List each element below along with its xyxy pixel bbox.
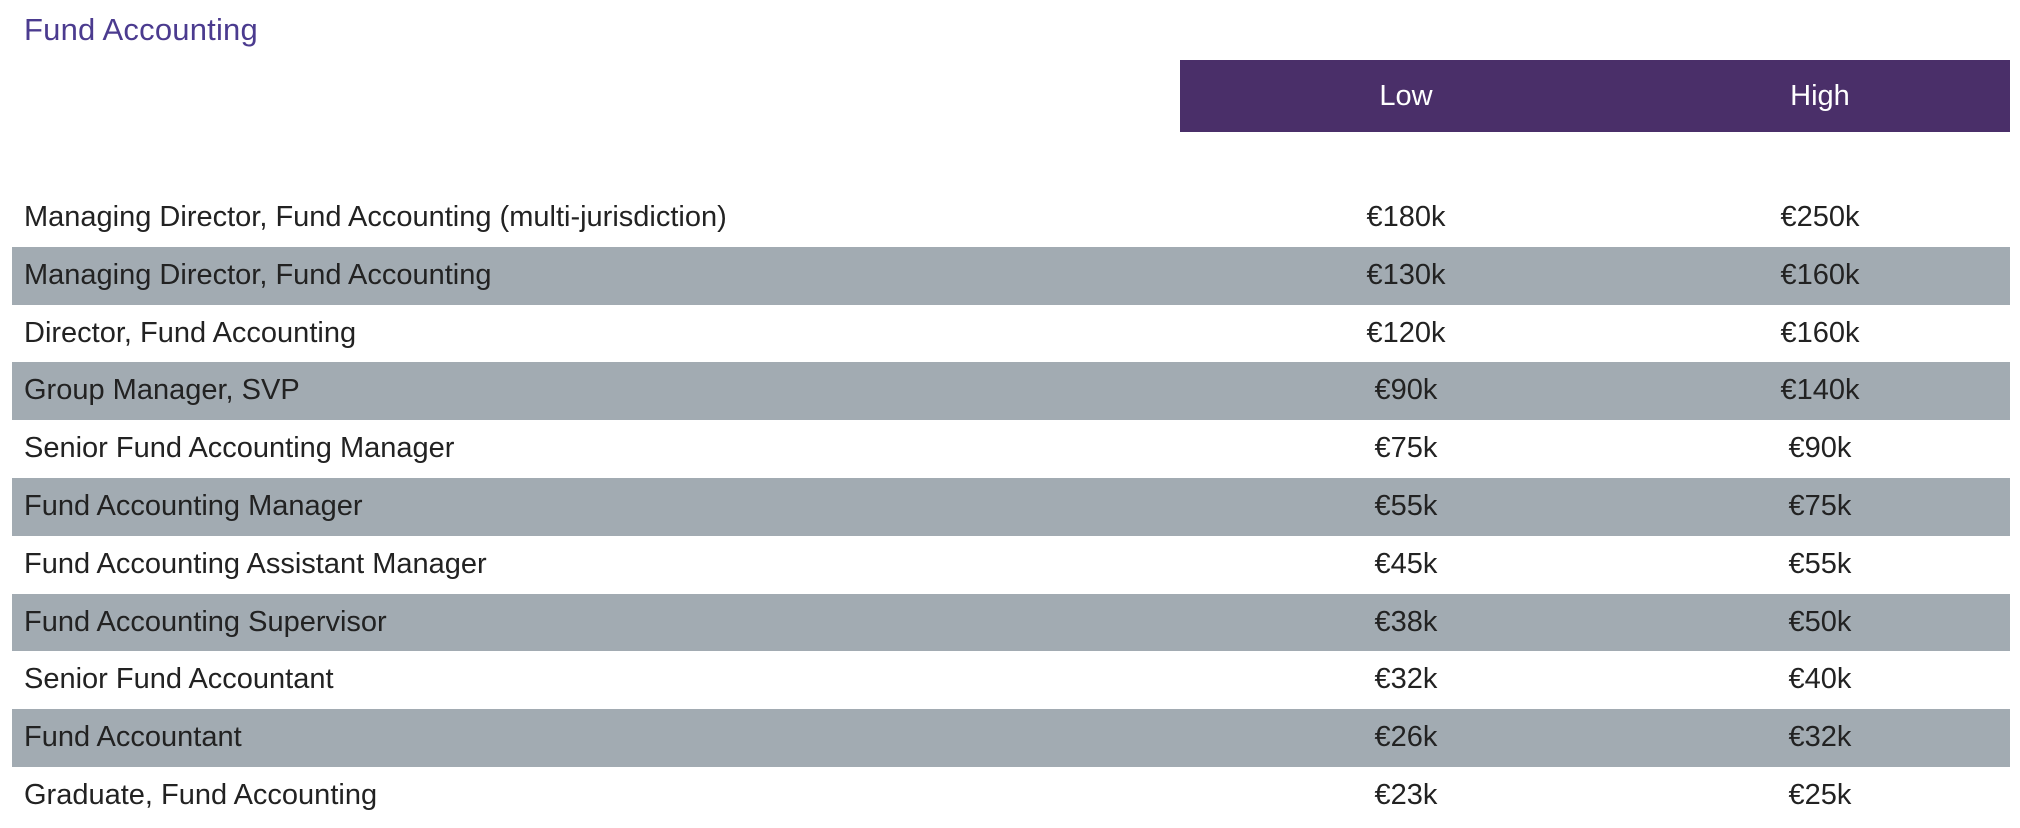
- table-row: Managing Director, Fund Accounting €130k…: [12, 246, 2010, 305]
- column-header-low: Low: [1379, 80, 1433, 112]
- low-cell: €32k: [1374, 663, 1438, 696]
- role-cell: Director, Fund Accounting: [24, 316, 357, 349]
- low-cell: €75k: [1374, 432, 1438, 465]
- role-cell: Senior Fund Accountant: [24, 663, 334, 696]
- role-cell: Senior Fund Accounting Manager: [24, 432, 455, 465]
- high-cell: €25k: [1788, 778, 1852, 811]
- high-cell: €75k: [1788, 489, 1852, 522]
- role-cell: Managing Director, Fund Accounting (mult…: [24, 201, 727, 233]
- low-cell: €120k: [1366, 316, 1446, 349]
- high-cell: €90k: [1788, 432, 1852, 465]
- role-cell: Graduate, Fund Accounting: [24, 778, 378, 811]
- table-row: Managing Director, Fund Accounting (mult…: [12, 189, 2010, 247]
- high-cell: €160k: [1780, 316, 1860, 349]
- role-cell: Fund Accountant: [24, 721, 242, 754]
- role-cell: Fund Accounting Assistant Manager: [24, 547, 487, 580]
- low-cell: €38k: [1374, 605, 1438, 638]
- high-cell: €55k: [1788, 547, 1852, 580]
- role-cell: Fund Accounting Manager: [24, 489, 363, 522]
- high-cell: €160k: [1780, 258, 1860, 291]
- role-cell: Group Manager, SVP: [24, 374, 300, 407]
- table-row: Senior Fund Accounting Manager €75k €90k: [12, 420, 2010, 478]
- section-title: Fund Accounting: [24, 12, 258, 47]
- low-cell: €180k: [1366, 201, 1446, 233]
- table-row: Fund Accounting Manager €55k €75k: [12, 477, 2010, 536]
- low-cell: €23k: [1374, 778, 1438, 811]
- table-row: Fund Accounting Assistant Manager €45k €…: [12, 536, 2010, 594]
- table-row: Director, Fund Accounting €120k €160k: [12, 305, 2010, 363]
- low-cell: €130k: [1366, 258, 1446, 291]
- column-header-high: High: [1790, 80, 1850, 112]
- high-cell: €40k: [1788, 663, 1852, 696]
- role-cell: Managing Director, Fund Accounting: [24, 258, 492, 291]
- table-row: Fund Accounting Supervisor €38k €50k: [12, 593, 2010, 652]
- table-header: Low High: [1180, 60, 2010, 132]
- table-row: Graduate, Fund Accounting €23k €25k: [12, 767, 2010, 825]
- high-cell: €250k: [1780, 201, 1860, 233]
- table-row: Fund Accountant €26k €32k: [12, 709, 2010, 767]
- low-cell: €45k: [1374, 547, 1438, 580]
- high-cell: €50k: [1788, 605, 1852, 638]
- table-row: Senior Fund Accountant €32k €40k: [12, 651, 2010, 709]
- low-cell: €90k: [1374, 374, 1438, 407]
- salary-table: Managing Director, Fund Accounting (mult…: [12, 189, 2010, 825]
- low-cell: €55k: [1374, 489, 1438, 522]
- low-cell: €26k: [1374, 721, 1438, 754]
- high-cell: €32k: [1788, 721, 1852, 754]
- role-cell: Fund Accounting Supervisor: [24, 605, 387, 638]
- table-row: Group Manager, SVP €90k €140k: [12, 362, 2010, 421]
- high-cell: €140k: [1780, 374, 1860, 407]
